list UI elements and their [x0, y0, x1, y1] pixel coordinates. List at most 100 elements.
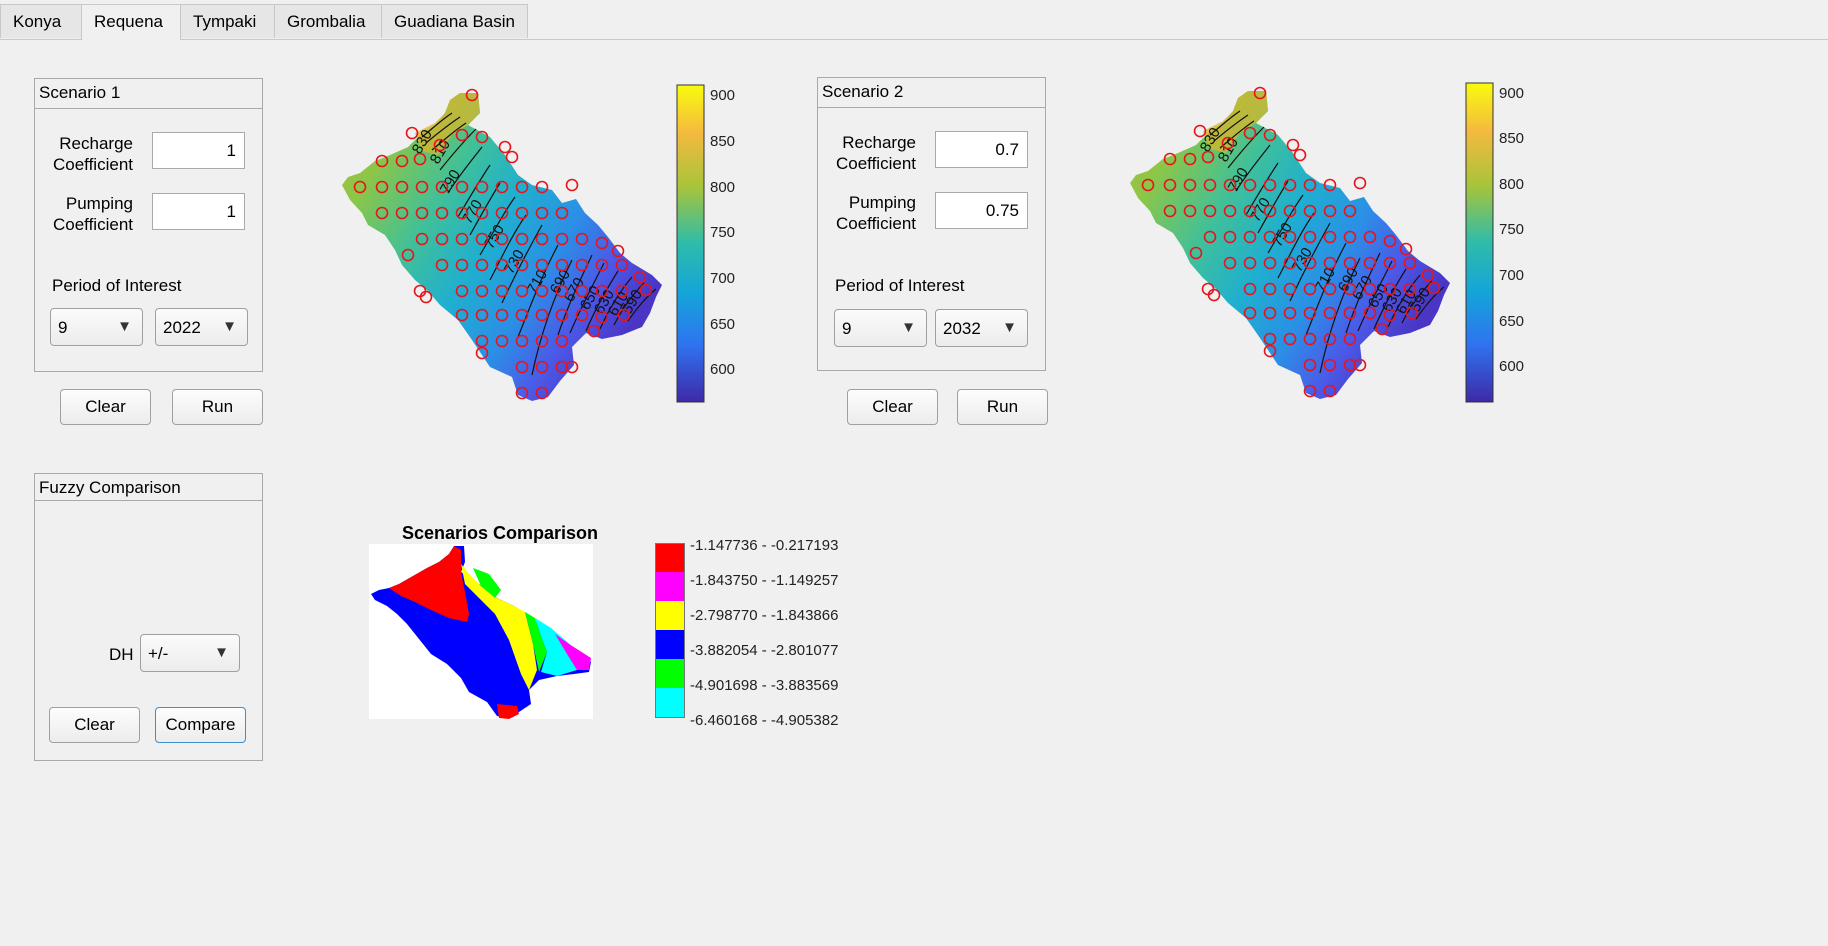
month-dropdown[interactable]: 9 ▼ — [834, 309, 927, 347]
chevron-down-icon: ▼ — [1002, 319, 1017, 336]
pumping-coefficient-input[interactable]: 1 — [152, 193, 245, 230]
well-marker-icon — [395, 154, 409, 168]
period-of-interest-label: Period of Interest — [52, 276, 182, 295]
well-marker-icon — [1201, 282, 1215, 296]
fuzzy-comparison-panel: Fuzzy Comparison DH +/- ▼ Clear Compare — [34, 473, 263, 761]
chevron-down-icon: ▼ — [117, 318, 132, 335]
well-marker-icon — [1207, 288, 1221, 302]
well-marker-icon — [1223, 256, 1237, 270]
well-marker-icon — [1303, 204, 1317, 218]
well-marker-icon — [535, 334, 549, 348]
scenario1-run-button[interactable]: Run — [172, 389, 263, 425]
comparison-legend: -1.147736 - -0.217193 -1.843750 - -1.149… — [655, 537, 865, 729]
well-marker-icon — [535, 232, 549, 246]
period-of-interest-label: Period of Interest — [835, 276, 965, 295]
legend-swatch — [655, 543, 685, 573]
high-head-zone — [1203, 91, 1268, 153]
well-marker-icon — [595, 284, 609, 298]
well-markers — [353, 88, 653, 400]
well-marker-icon — [1283, 256, 1297, 270]
well-marker-icon — [1303, 332, 1317, 346]
colorbar-tick: 600 — [1499, 358, 1524, 375]
colorbar-tick: 650 — [1499, 313, 1524, 330]
scenario2-title: Scenario 2 — [822, 82, 904, 101]
tab-tympaki[interactable]: Tympaki — [180, 4, 275, 38]
well-marker-icon — [435, 232, 449, 246]
well-marker-icon — [1189, 246, 1203, 260]
well-marker-icon — [1283, 282, 1297, 296]
month-dropdown[interactable]: 9 ▼ — [50, 308, 143, 346]
well-marker-icon — [515, 206, 529, 220]
tab-konya[interactable]: Konya — [0, 4, 82, 38]
well-marker-icon — [575, 258, 589, 272]
scenario2-panel: Scenario 2 Recharge Coefficient 0.7 Pumpi… — [817, 77, 1046, 371]
dh-dropdown[interactable]: +/- ▼ — [140, 634, 240, 672]
tab-bar: Konya Requena Tympaki Grombalia Guadiana… — [0, 4, 1828, 40]
well-marker-icon — [595, 236, 609, 250]
year-value: 2022 — [163, 318, 201, 337]
well-marker-icon — [1363, 306, 1377, 320]
tab-grombalia[interactable]: Grombalia — [274, 4, 382, 38]
scenario1-clear-button[interactable]: Clear — [60, 389, 151, 425]
well-marker-icon — [515, 386, 529, 400]
colorbar-tick: 750 — [710, 224, 735, 241]
tab-guadiana-basin[interactable]: Guadiana Basin — [381, 4, 528, 38]
legend-label: -4.901698 - -3.883569 — [690, 677, 839, 694]
colorbar-tick: 700 — [1499, 267, 1524, 284]
well-marker-icon — [498, 140, 512, 154]
colorbar-tick: 850 — [1499, 130, 1524, 147]
well-marker-icon — [1243, 306, 1257, 320]
well-marker-icon — [1193, 124, 1207, 138]
well-marker-icon — [1403, 256, 1417, 270]
well-marker-icon — [1343, 204, 1357, 218]
well-marker-icon — [455, 308, 469, 322]
well-marker-icon — [1353, 358, 1367, 372]
well-marker-icon — [1253, 86, 1267, 100]
year-value: 2032 — [943, 319, 981, 338]
comparison-map — [369, 544, 593, 719]
well-markers — [1141, 86, 1441, 398]
well-marker-icon — [475, 206, 489, 220]
month-value: 9 — [58, 318, 68, 337]
well-marker-icon — [475, 232, 489, 246]
chevron-down-icon: ▼ — [222, 318, 237, 335]
well-marker-icon — [1183, 152, 1197, 166]
recharge-coefficient-input[interactable]: 1 — [152, 132, 245, 169]
well-marker-icon — [415, 206, 429, 220]
well-marker-icon — [515, 180, 529, 194]
well-marker-icon — [555, 206, 569, 220]
well-marker-icon — [1403, 282, 1417, 296]
well-marker-icon — [1223, 230, 1237, 244]
well-marker-icon — [1343, 358, 1357, 372]
scenario2-run-button[interactable]: Run — [957, 389, 1048, 425]
zone-cyan — [535, 618, 579, 676]
well-marker-icon — [1323, 230, 1337, 244]
tab-requena[interactable]: Requena — [81, 4, 181, 40]
well-marker-icon — [515, 258, 529, 272]
well-marker-icon — [535, 386, 549, 400]
well-marker-icon — [555, 232, 569, 246]
recharge-coefficient-input[interactable]: 0.7 — [935, 131, 1028, 168]
well-marker-icon — [515, 334, 529, 348]
compare-button[interactable]: Compare — [155, 707, 246, 743]
well-marker-icon — [455, 232, 469, 246]
well-marker-icon — [455, 206, 469, 220]
year-dropdown[interactable]: 2022 ▼ — [155, 308, 248, 346]
well-marker-icon — [1263, 282, 1277, 296]
fuzzy-clear-button[interactable]: Clear — [49, 707, 140, 743]
colorbar-tick: 600 — [710, 361, 735, 378]
well-marker-icon — [435, 206, 449, 220]
well-marker-icon — [1203, 230, 1217, 244]
well-marker-icon — [353, 180, 367, 194]
well-marker-icon — [1343, 332, 1357, 346]
well-marker-icon — [413, 152, 427, 166]
comparison-title: Scenarios Comparison — [401, 523, 599, 543]
well-marker-icon — [1399, 242, 1413, 256]
well-marker-icon — [565, 360, 579, 374]
scenario2-clear-button[interactable]: Clear — [847, 389, 938, 425]
year-dropdown[interactable]: 2032 ▼ — [935, 309, 1028, 347]
well-marker-icon — [1383, 308, 1397, 322]
colorbar-tick: 700 — [710, 270, 735, 287]
high-head-zone — [415, 93, 480, 155]
pumping-coefficient-input[interactable]: 0.75 — [935, 192, 1028, 229]
